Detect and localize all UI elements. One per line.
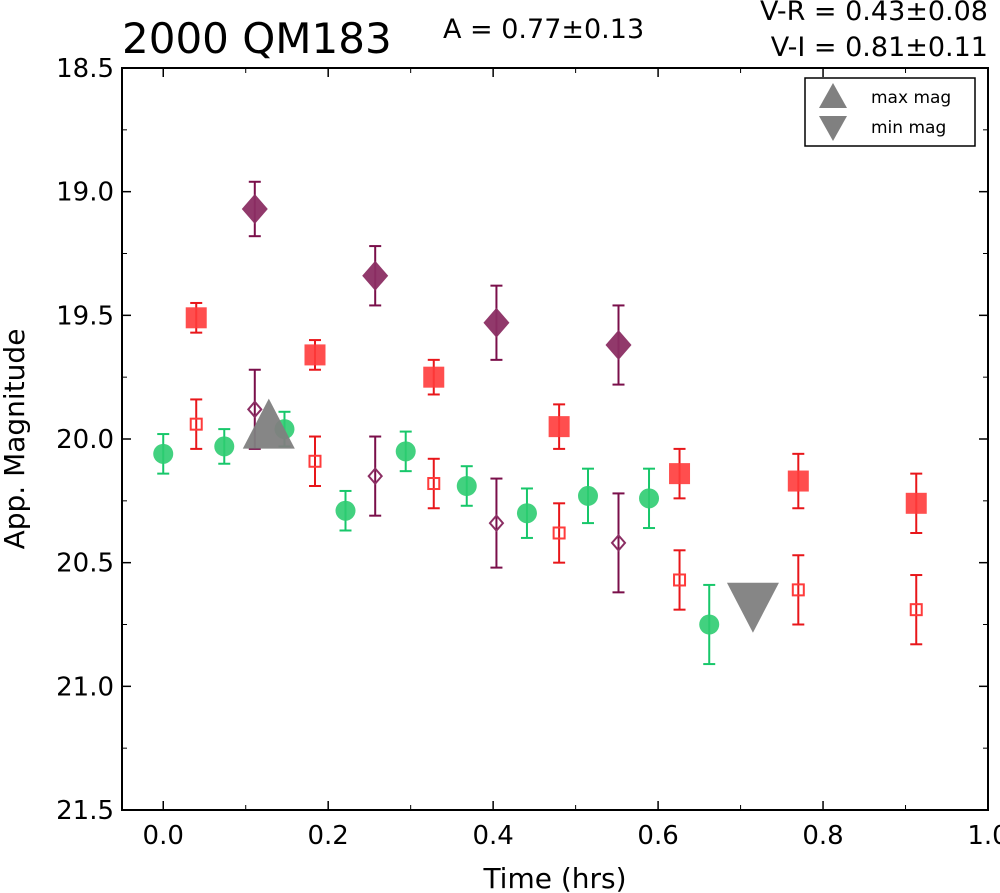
data-point-square: [423, 366, 445, 388]
data-point-diamond-open: [246, 400, 263, 419]
v-i-color-label: V-I = 0.81±0.11: [770, 32, 988, 63]
data-point-square-open: [909, 603, 923, 617]
v-r-color-label: V-R = 0.43±0.08: [759, 0, 988, 27]
x-tick-label: 0.8: [802, 821, 843, 851]
data-point-square-open: [673, 573, 687, 587]
data-point-diamond: [362, 260, 389, 291]
chart-title: 2000 QM183: [122, 14, 392, 63]
min-mag-marker: [726, 582, 779, 633]
x-tick-label: 0.6: [637, 821, 678, 851]
data-point-square: [304, 344, 326, 366]
data-point-circle: [456, 475, 477, 496]
y-tick-label: 21.5: [56, 796, 114, 826]
data-point-circle: [699, 614, 720, 635]
series-0: [157, 410, 716, 666]
data-point-diamond: [241, 193, 268, 224]
plot-frame: [121, 67, 989, 811]
data-point-square: [669, 463, 691, 485]
y-tick-label: 19.0: [56, 178, 114, 208]
data-point-square-open: [791, 583, 805, 597]
data-point-square-open: [427, 477, 441, 491]
y-axis-label: App. Magnitude: [0, 329, 31, 550]
y-tick-label: 18.5: [56, 54, 114, 84]
data-point-diamond: [483, 307, 510, 338]
data-point-diamond: [605, 330, 632, 361]
series-2: [190, 398, 923, 646]
x-axis-label: Time (hrs): [482, 862, 626, 893]
x-tick-label: 0.2: [308, 821, 349, 851]
data-point-diamond-open: [367, 467, 384, 486]
data-point-square: [185, 307, 207, 329]
data-point-square: [787, 470, 809, 492]
data-point-circle: [153, 443, 174, 464]
data-point-square-open: [308, 454, 322, 468]
y-tick-label: 20.0: [56, 425, 114, 455]
y-tick-label: 21.0: [56, 672, 114, 702]
data-point-circle: [639, 488, 660, 509]
data-point-circle: [516, 503, 537, 524]
data-point-diamond-open: [488, 514, 505, 533]
data-point-circle: [395, 441, 416, 462]
x-tick-label: 0.0: [143, 821, 184, 851]
legend-label: min mag: [871, 118, 946, 138]
data-point-square: [905, 492, 927, 514]
legend-label: max mag: [871, 88, 951, 108]
x-tick-label: 1.0: [967, 821, 1000, 851]
y-tick-label: 20.5: [56, 549, 114, 579]
y-tick-label: 19.5: [56, 301, 114, 331]
data-point-circle: [335, 500, 356, 521]
series-4: [248, 368, 625, 594]
legend-max-mag-icon: [819, 83, 847, 108]
max-mag-marker: [242, 398, 295, 449]
data-point-circle: [214, 436, 235, 457]
data-point-circle: [577, 485, 598, 506]
data-point-square: [548, 416, 570, 438]
amplitude-label: A = 0.77±0.13: [443, 14, 645, 45]
data-point-square-open: [189, 417, 203, 431]
legend-min-mag-icon: [819, 116, 847, 141]
x-tick-label: 0.4: [472, 821, 513, 851]
data-point-diamond-open: [610, 533, 627, 552]
data-point-square-open: [552, 526, 566, 540]
